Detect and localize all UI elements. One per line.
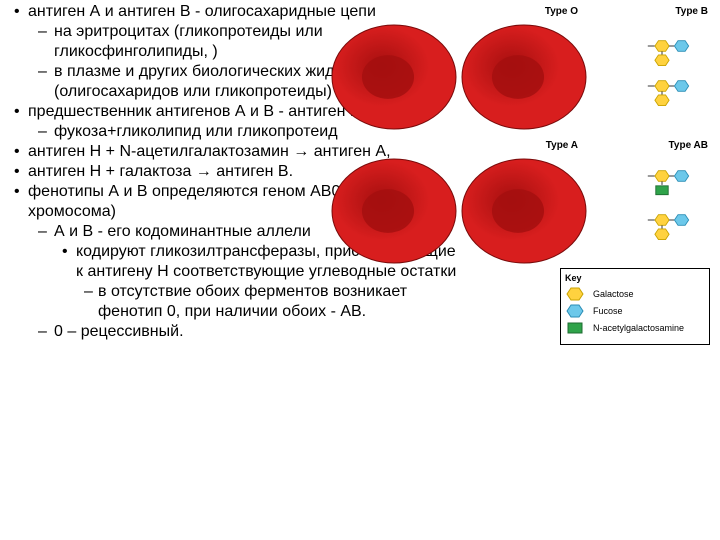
panel-title: Type AB (669, 140, 708, 151)
red-blood-cell-icon (524, 22, 652, 126)
panel-title: Type A (546, 140, 578, 151)
legend-label: Fucose (593, 306, 623, 317)
legend-title: Key (565, 273, 705, 283)
legend-item: N-acetylgalactosamine (565, 321, 705, 335)
antigen-chain (646, 195, 720, 250)
legend-item: Galactose (565, 287, 705, 301)
bullet-l5a1a: в отсутствие обоих ферментов возникает ф… (10, 282, 460, 322)
panel-type-ab: Type AB (588, 138, 716, 268)
bullet-l5b: 0 – рецессивный. (10, 322, 460, 342)
legend-item: Fucose (565, 304, 705, 318)
legend-box: Key Galactose Fucose N-acetylgalactosamine (560, 268, 710, 345)
antigen-chain (646, 61, 720, 116)
red-blood-cell-icon (524, 156, 652, 260)
panel-type-b: Type B (588, 4, 716, 134)
legend-label: Galactose (593, 289, 634, 300)
bullet-l1: антиген А и антиген В - олигосахаридные … (10, 2, 460, 22)
panel-title: Type B (675, 6, 708, 17)
panel-title: Type O (545, 6, 578, 17)
legend-label: N-acetylgalactosamine (593, 323, 684, 334)
